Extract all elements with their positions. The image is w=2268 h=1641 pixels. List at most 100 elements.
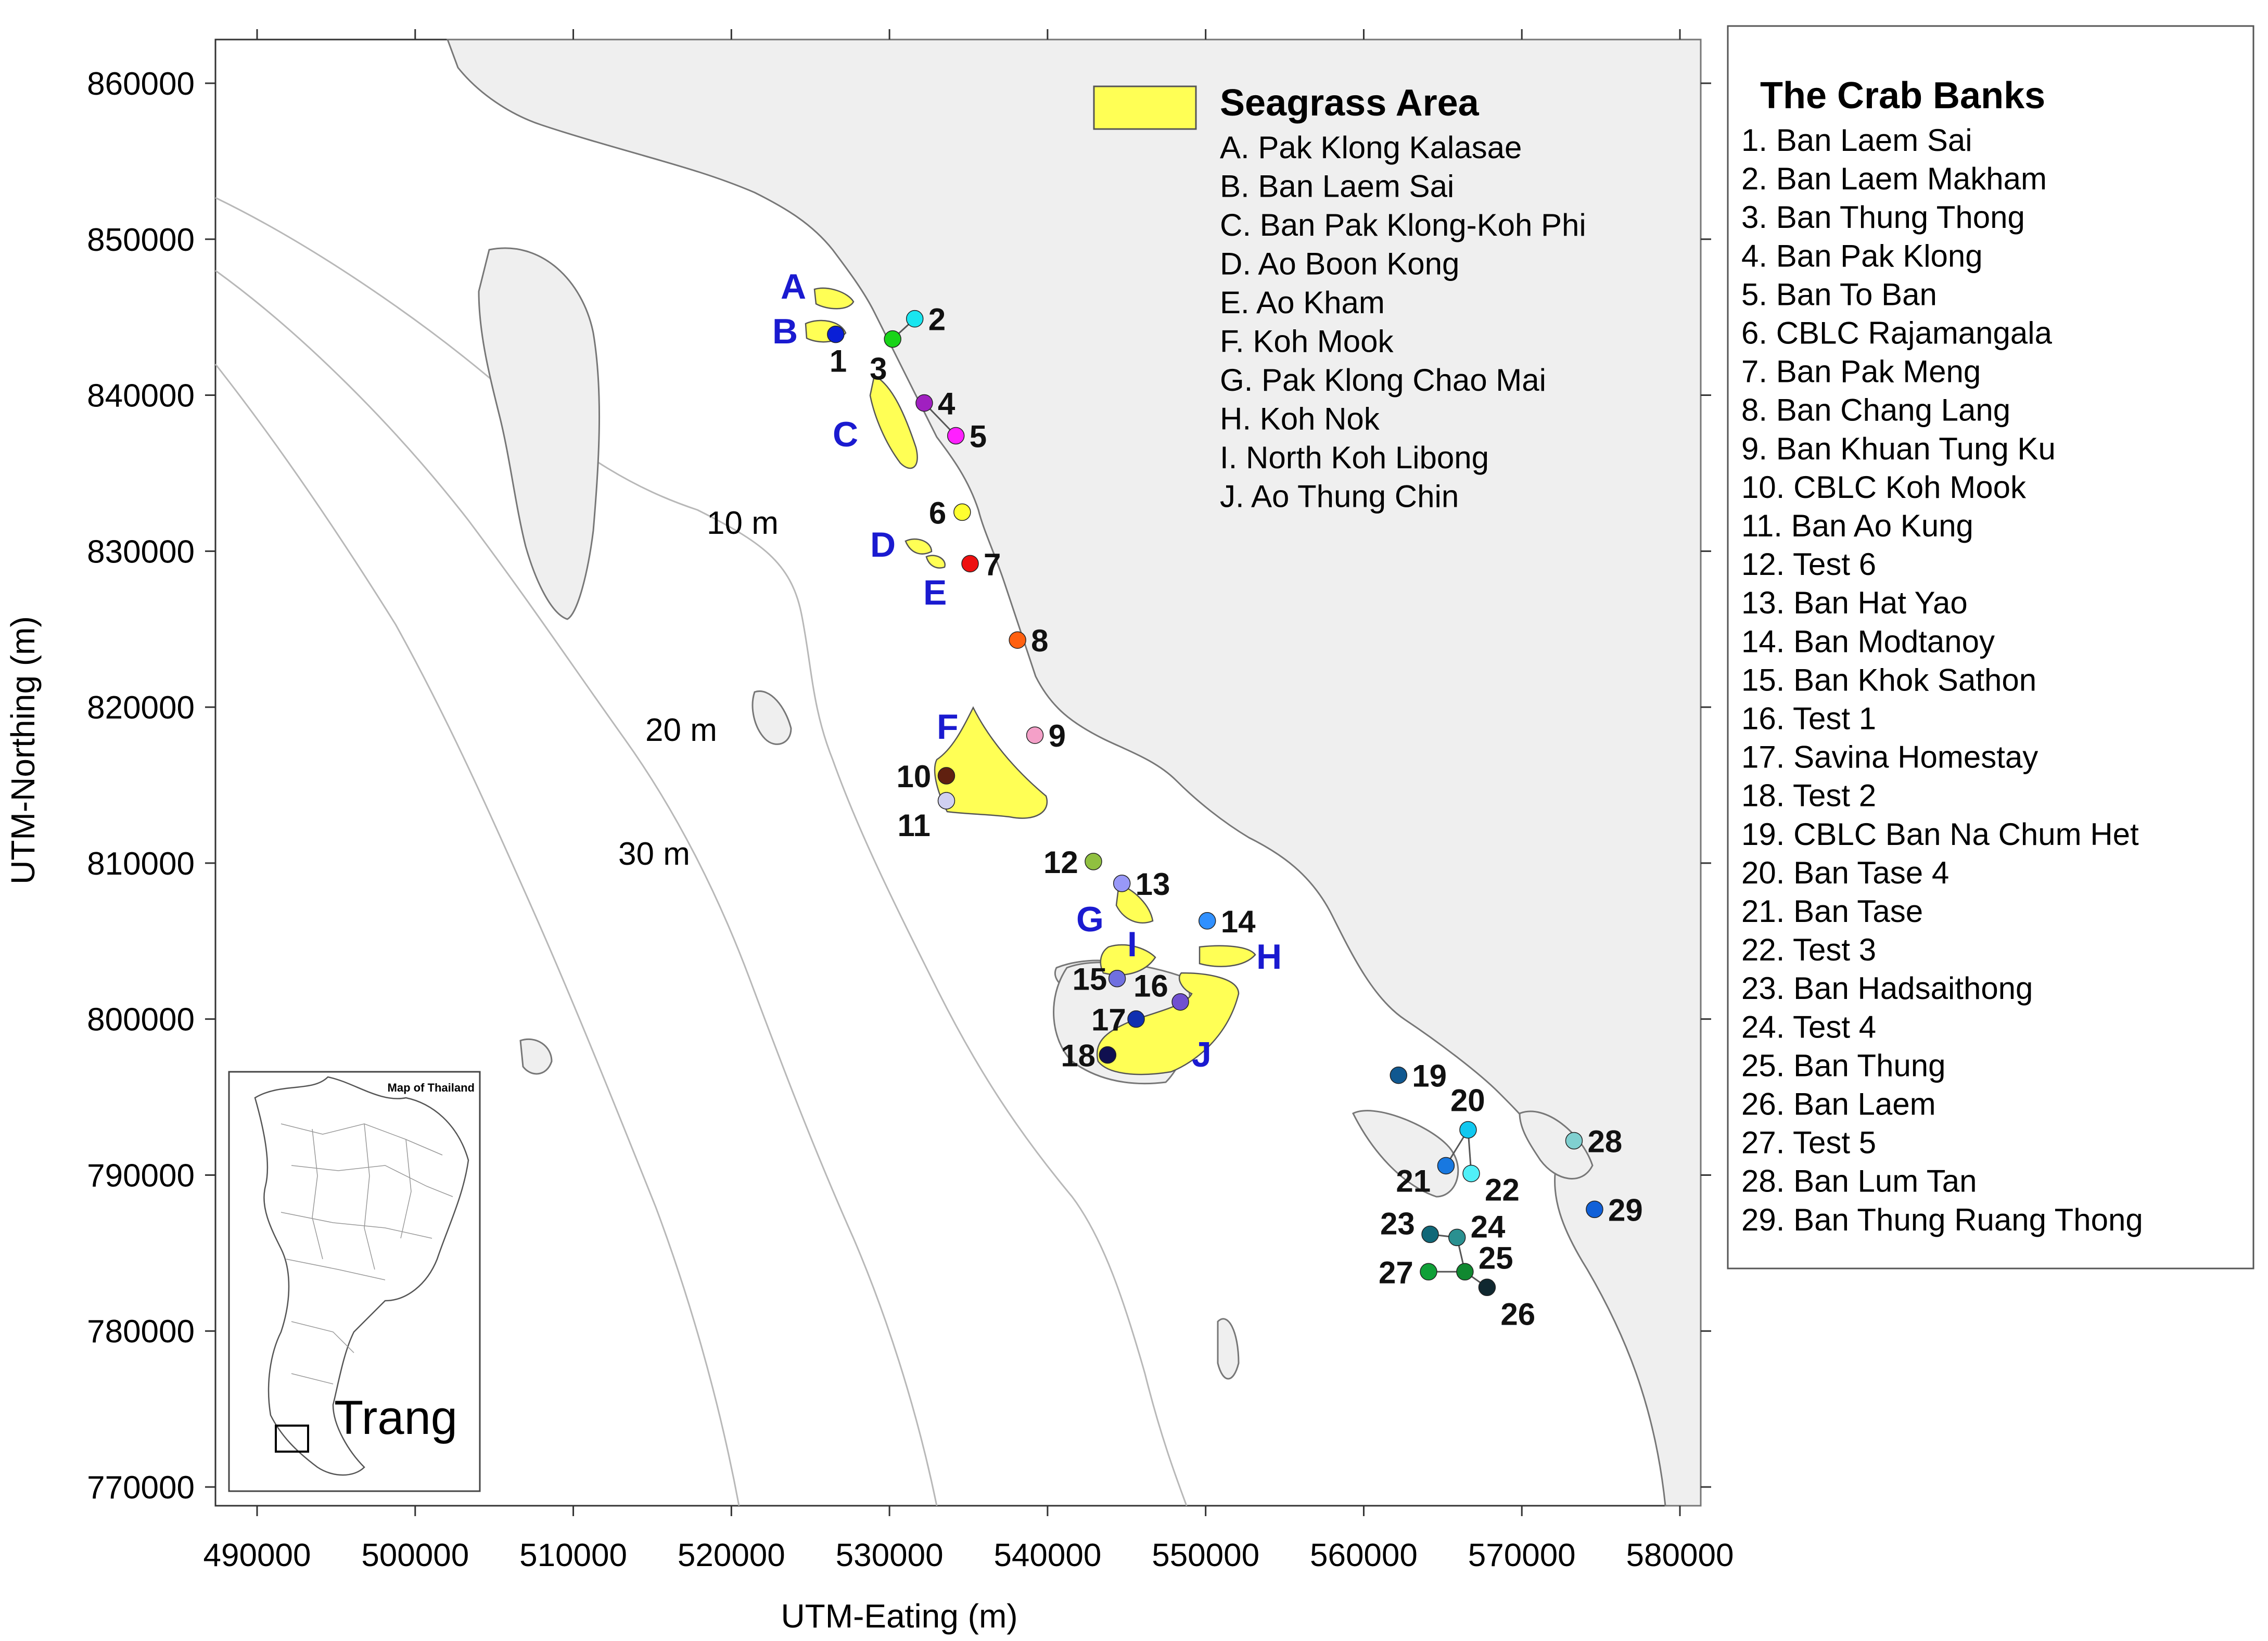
inset-map: Map of Thailand Trang (228, 1071, 481, 1492)
seagrass-patch-d (904, 538, 933, 555)
seagrass-patch-h (1199, 945, 1256, 967)
crab-bank-site-label: 2 (928, 302, 946, 337)
crab-bank-site-17 (1127, 1010, 1145, 1028)
crab-bank-site-label: 16 (1133, 969, 1168, 1004)
crab-banks-legend-item: 16. Test 1 (1741, 701, 1876, 736)
crab-bank-site-label: 8 (1031, 623, 1048, 658)
crab-bank-site-15 (1108, 969, 1126, 988)
crab-banks-legend-item: 22. Test 3 (1741, 932, 1876, 967)
crab-bank-site-label: 25 (1479, 1240, 1513, 1275)
crab-bank-site-label: 24 (1471, 1209, 1506, 1244)
seagrass-letter-labels: A B C D E F G H I J (772, 267, 1282, 1074)
crab-banks-legend-item: 15. Ban Khok Sathon (1741, 662, 2036, 697)
crab-banks-legend-item: 25. Ban Thung (1741, 1048, 1946, 1083)
crab-banks-legend-item: 12. Test 6 (1741, 547, 1876, 582)
y-tick-label: 800000 (87, 1002, 195, 1038)
crab-banks-legend-item: 26. Ban Laem (1741, 1087, 1936, 1122)
seagrass-legend-item: H. Koh Nok (1220, 402, 1380, 437)
crab-bank-site-6 (953, 503, 971, 521)
crab-bank-site-26 (1478, 1278, 1496, 1297)
x-axis-title: UTM-Eating (m) (781, 1597, 1017, 1635)
crab-bank-site-20 (1459, 1121, 1477, 1139)
crab-bank-site-label: 28 (1587, 1124, 1622, 1159)
seagrass-label-i: I (1127, 925, 1137, 964)
seagrass-patch-f (934, 706, 1048, 819)
crab-banks-legend-item: 29. Ban Thung Ruang Thong (1741, 1202, 2143, 1237)
crab-bank-site-label: 10 (896, 759, 931, 794)
crab-banks-legend-item: 11. Ban Ao Kung (1741, 508, 1973, 543)
seagrass-legend-title: Seagrass Area (1220, 82, 1480, 124)
crab-bank-site-label: 23 (1380, 1206, 1415, 1241)
contour-label-30m: 30 m (618, 836, 690, 872)
trang-locator-box (275, 1425, 309, 1453)
y-tick-label: 770000 (87, 1470, 195, 1506)
crab-banks-legend-title: The Crab Banks (1760, 75, 2045, 117)
crab-bank-site-14 (1198, 912, 1216, 930)
crab-bank-site-29 (1586, 1200, 1603, 1219)
crab-bank-site-2 (906, 310, 924, 328)
crab-bank-site-9 (1026, 726, 1044, 744)
y-tick-label: 840000 (87, 378, 195, 414)
crab-banks-legend-item: 7. Ban Pak Meng (1741, 354, 1981, 389)
crab-bank-site-label: 4 (938, 387, 955, 421)
crab-bank-site-label: 21 (1396, 1163, 1431, 1198)
crab-bank-site-1 (827, 325, 845, 343)
seagrass-legend-item: D. Ao Boon Kong (1220, 247, 1459, 281)
contour-label-20m: 20 m (645, 712, 717, 748)
crab-bank-site-4 (915, 394, 933, 412)
thailand-provinces (281, 1123, 453, 1384)
seagrass-patch-g (1115, 883, 1154, 924)
crab-banks-legend-item: 17. Savina Homestay (1741, 740, 2038, 775)
y-tick-label: 850000 (87, 222, 195, 258)
crab-banks-legend-item: 14. Ban Modtanoy (1741, 624, 1995, 659)
seagrass-legend-item: I. North Koh Libong (1220, 440, 1489, 475)
crab-banks-legend-item: 6. CBLC Rajamangala (1741, 316, 2053, 351)
crab-bank-site-label: 17 (1091, 1003, 1126, 1037)
y-tick-label: 790000 (87, 1158, 195, 1194)
seagrass-label-e: E (923, 573, 947, 612)
seagrass-label-a: A (781, 267, 806, 306)
crab-bank-site-label: 20 (1450, 1083, 1485, 1118)
crab-banks-legend-item: 24. Test 4 (1741, 1009, 1876, 1044)
crab-banks-legend-item: 1. Ban Laem Sai (1741, 123, 1972, 158)
thailand-outline (254, 1076, 469, 1476)
crab-bank-site-label: 13 (1136, 867, 1170, 902)
crab-banks-legend-item: 8. Ban Chang Lang (1741, 393, 2010, 428)
seagrass-label-d: D (870, 525, 896, 565)
crab-bank-site-11 (937, 792, 955, 810)
seagrass-patch-a (813, 287, 855, 310)
crab-banks-legend-item: 28. Ban Lum Tan (1741, 1164, 1977, 1199)
seagrass-legend-items: A. Pak Klong Kalasae B. Ban Laem Sai C. Ba… (1220, 130, 1586, 514)
x-tick-label: 520000 (678, 1537, 785, 1573)
seagrass-label-h: H (1256, 937, 1282, 977)
crab-banks-legend-item: 2. Ban Laem Makham (1741, 161, 2047, 196)
x-tick-label: 530000 (836, 1537, 944, 1573)
inset-title: Map of Thailand (388, 1081, 475, 1094)
crab-banks-legend-item: 5. Ban To Ban (1741, 277, 1937, 312)
crab-bank-site-label: 7 (984, 547, 1001, 582)
crab-bank-site-27 (1420, 1263, 1437, 1281)
seagrass-patches (805, 287, 1256, 1075)
crab-bank-site-12 (1085, 853, 1102, 870)
crab-bank-site-label: 12 (1043, 845, 1078, 880)
crab-bank-site-28 (1565, 1132, 1583, 1150)
x-tick-label: 570000 (1468, 1537, 1576, 1573)
seagrass-legend: Seagrass Area A. Pak Klong Kalasae B. Ban… (1093, 82, 1586, 514)
x-tick-label: 560000 (1310, 1537, 1418, 1573)
seagrass-label-j: J (1192, 1035, 1212, 1074)
crab-bank-site-8 (1009, 631, 1026, 649)
crab-bank-site-label: 11 (897, 808, 930, 843)
crab-bank-site-label: 22 (1485, 1172, 1520, 1207)
crab-bank-site-label: 19 (1412, 1059, 1447, 1094)
crab-bank-site-19 (1390, 1066, 1408, 1084)
crab-bank-site-label: 5 (970, 419, 987, 454)
crab-bank-site-label: 14 (1221, 904, 1256, 939)
crab-bank-site-3 (884, 330, 901, 348)
seagrass-legend-item: A. Pak Klong Kalasae (1220, 130, 1522, 165)
x-tick-label: 500000 (361, 1537, 469, 1573)
crab-bank-site-label: 15 (1073, 962, 1107, 997)
seagrass-label-g: G (1076, 900, 1104, 939)
